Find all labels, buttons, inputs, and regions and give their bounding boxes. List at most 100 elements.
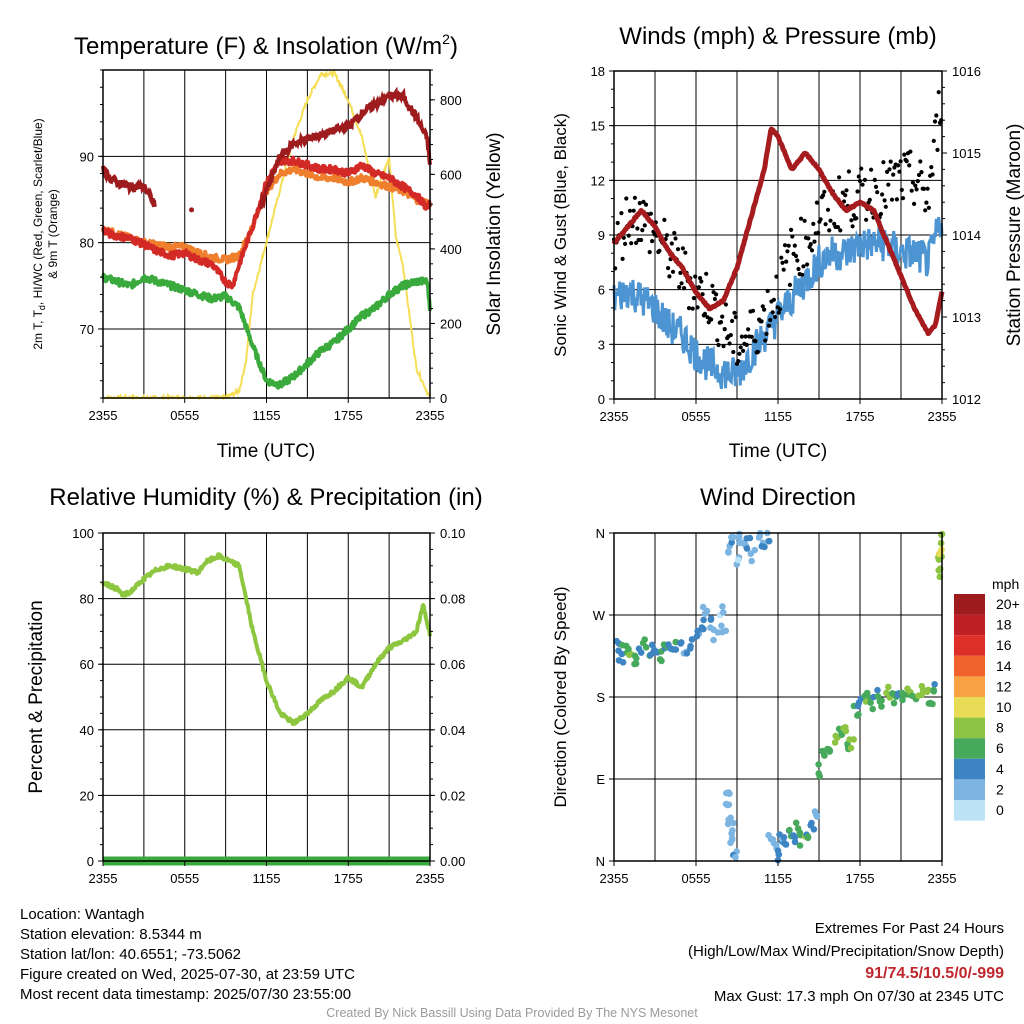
insolation-y-tick-label: 600	[440, 167, 462, 182]
recent-timestamp: Most recent data timestamp: 2025/07/30 2…	[20, 986, 352, 1003]
gust-point	[743, 334, 748, 339]
gust-point	[643, 202, 649, 207]
legend-label: 8	[996, 720, 1004, 736]
direction-point	[898, 689, 906, 697]
gust-point	[634, 240, 639, 245]
legend-swatch	[954, 738, 985, 759]
direction-point	[791, 834, 799, 841]
direction-point	[707, 616, 715, 623]
wind-y-tick-label: 12	[591, 173, 605, 188]
gust-point	[755, 349, 761, 355]
legend-label: 12	[996, 678, 1012, 694]
direction-point	[842, 727, 850, 735]
wdir-x-tick-label: 2355	[928, 871, 957, 886]
wind-y2-label: Station Pressure (Maroon)	[1004, 124, 1024, 347]
insolation-y-tick-label: 200	[440, 316, 462, 331]
gust-point	[919, 170, 924, 175]
extremes-values: 91/74.5/10.5/0/-999	[865, 965, 1004, 982]
gust-point	[753, 339, 758, 344]
gust-point	[869, 167, 874, 172]
direction-point	[730, 819, 737, 827]
direction-point	[729, 827, 736, 834]
direction-point	[735, 534, 743, 541]
direction-point	[719, 603, 726, 610]
precip-y-tick-label: 0.00	[440, 854, 465, 869]
figure-created: Figure created on Wed, 2025-07-30, at 23…	[20, 966, 355, 983]
direction-point	[825, 747, 833, 755]
gust-point	[921, 186, 927, 191]
wdir-x-tick-label: 0555	[682, 871, 711, 886]
rh-line	[101, 552, 432, 727]
gust-point	[770, 310, 775, 315]
gust-point	[619, 211, 624, 216]
gust-point	[669, 241, 674, 246]
direction-point	[751, 546, 759, 554]
temperature-panel: Temperature (F) & Insolation (W/m2) 2355…	[31, 31, 505, 462]
gust-point	[909, 188, 914, 193]
td-line	[101, 272, 432, 390]
heat-index-point	[189, 207, 195, 213]
direction-point	[780, 834, 788, 841]
direction-point	[775, 851, 783, 858]
direction-point	[641, 636, 648, 643]
gust-point	[667, 274, 672, 279]
direction-point	[688, 636, 696, 643]
gust-point	[897, 169, 902, 174]
gust-point	[859, 166, 864, 171]
rh-x-tick-label: 0555	[170, 871, 199, 886]
gust-point	[693, 274, 698, 279]
gust-point	[816, 230, 821, 235]
gust-point	[792, 243, 797, 248]
gust-point	[880, 192, 885, 197]
direction-point	[720, 609, 727, 616]
gust-point	[690, 306, 695, 311]
gust-point	[718, 320, 724, 325]
wdir-x-tick-label: 1755	[846, 871, 875, 886]
insolation-y-tick-label: 800	[440, 93, 462, 108]
gust-point	[647, 250, 652, 255]
gust-point	[777, 307, 783, 312]
gust-point	[856, 174, 861, 179]
direction-point	[631, 660, 638, 668]
gust-point	[887, 167, 892, 172]
gust-point	[800, 272, 805, 277]
gust-point	[780, 260, 785, 265]
direction-point	[723, 789, 730, 797]
gust-point	[882, 198, 887, 203]
gust-point	[802, 218, 807, 223]
gust-point	[680, 246, 686, 251]
gust-point	[730, 318, 735, 324]
direction-point	[693, 632, 701, 640]
wdir-axis-ticks: 2355 0555 1155 1755 2355 N E S W N	[593, 526, 957, 886]
gust-point	[627, 208, 633, 213]
gust-point	[675, 247, 681, 252]
gust-point	[677, 285, 682, 290]
direction-point	[613, 637, 620, 645]
direction-point	[854, 702, 862, 710]
gust-point	[650, 239, 655, 244]
direction-point	[765, 831, 772, 839]
temperature-y-tick-label: 70	[80, 322, 94, 337]
gust-point	[898, 159, 903, 164]
wdir-title: Wind Direction	[700, 484, 856, 511]
station-elevation: Station elevation: 8.5344 m	[20, 926, 202, 943]
wdir-x-tick-label: 1155	[764, 871, 792, 886]
pressure-y-tick-label: 1014	[952, 228, 981, 243]
gust-point	[801, 264, 806, 269]
gust-point	[930, 172, 935, 177]
direction-point	[883, 689, 890, 697]
direction-point	[850, 736, 857, 743]
direction-point	[725, 548, 732, 555]
gust-point	[716, 342, 721, 348]
direction-point	[804, 833, 812, 840]
gust-point	[916, 172, 922, 178]
gust-point	[683, 250, 688, 255]
gust-point	[764, 331, 769, 336]
gust-point	[710, 283, 715, 288]
gust-point	[796, 266, 801, 272]
direction-point	[722, 627, 730, 635]
rh-x-tick-label: 2355	[89, 871, 118, 886]
gust-point	[822, 189, 827, 194]
direction-point	[831, 739, 839, 746]
